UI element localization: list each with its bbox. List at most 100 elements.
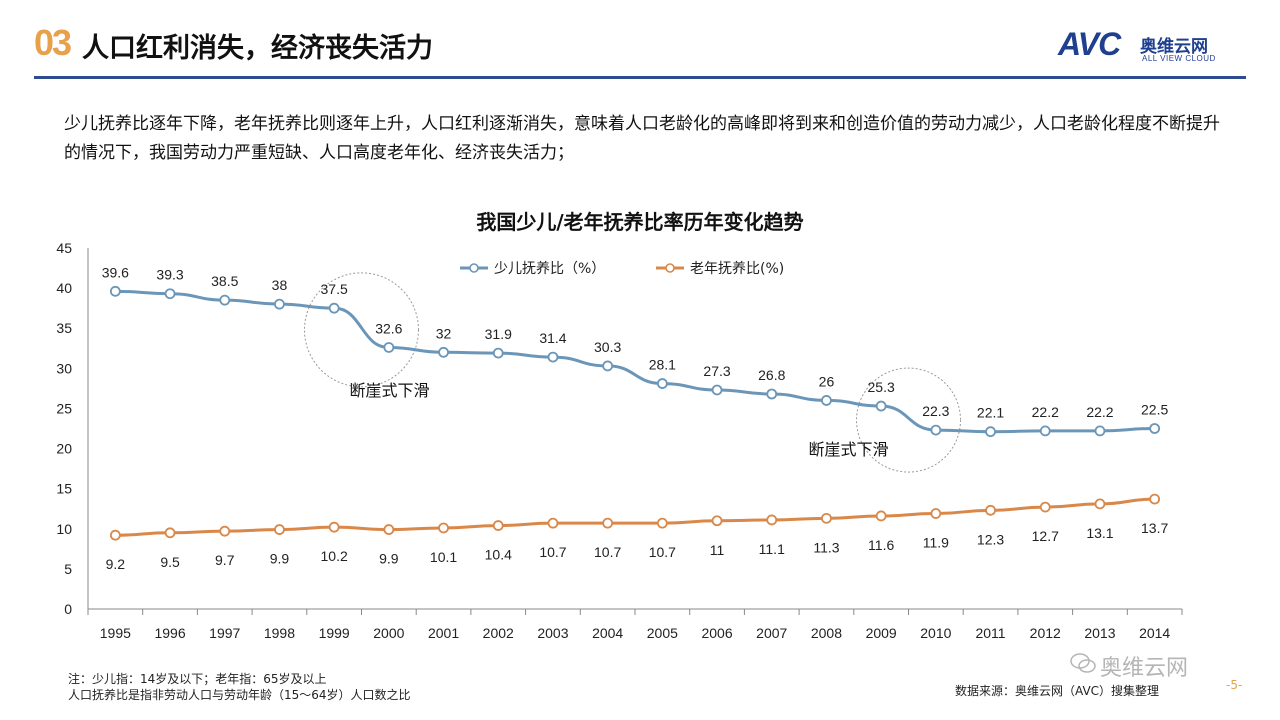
data-point-1 [930, 508, 942, 519]
chart-title: 我国少儿/老年抚养比率历年变化趋势 [476, 210, 804, 234]
x-tick-label: 2002 [483, 625, 514, 641]
y-tick-label: 40 [56, 280, 72, 296]
data-point-0 [875, 400, 887, 412]
footnote: 注：少儿指：14岁及以下；老年指：65岁及以上 人口抚养比是指非劳动人口与劳动年… [68, 671, 411, 703]
data-point-1 [711, 515, 723, 527]
x-tick-label: 2004 [592, 625, 623, 641]
data-point-1 [766, 514, 778, 526]
data-label-0: 30.3 [594, 339, 621, 355]
data-label-0: 22.2 [1086, 404, 1113, 420]
data-label-0: 22.3 [922, 403, 949, 419]
annotation-circle [856, 367, 961, 473]
series-line-1 [115, 497, 1155, 537]
x-tick-label: 2009 [866, 625, 897, 641]
data-label-1: 13.1 [1086, 525, 1113, 541]
wechat-icon [1070, 653, 1096, 673]
data-point-0 [328, 302, 340, 314]
data-label-0: 31.4 [539, 330, 566, 346]
data-label-1: 10.4 [485, 547, 512, 563]
x-tick-label: 2001 [428, 625, 459, 641]
data-label-1: 9.9 [270, 551, 290, 567]
data-point-1 [656, 517, 668, 529]
y-tick-label: 0 [64, 601, 72, 617]
data-point-1 [383, 524, 395, 535]
data-label-1: 9.2 [106, 556, 126, 572]
data-point-1 [164, 527, 176, 539]
y-tick-label: 5 [64, 561, 72, 577]
x-tick-label: 2000 [373, 625, 404, 641]
slide-header: 03 人口红利消失，经济丧失活力 AVC 奥维云网 ALL VIEW CLOUD [0, 0, 1280, 80]
data-label-1: 9.5 [160, 554, 180, 570]
x-tick-label: 2011 [975, 625, 1005, 641]
data-label-1: 11.3 [813, 539, 839, 555]
watermark-text: 奥维云网 [1100, 656, 1189, 681]
footnote-line-1: 注：少儿指：14岁及以下；老年指：65岁及以上 [68, 672, 327, 686]
data-point-0 [656, 378, 668, 389]
data-label-0: 28.1 [649, 357, 676, 373]
data-label-0: 22.5 [1141, 402, 1168, 418]
x-tick-label: 2005 [647, 625, 678, 641]
data-label-0: 32.6 [375, 320, 402, 336]
data-point-0 [438, 346, 449, 358]
data-point-0 [821, 395, 832, 406]
data-label-1: 11.1 [759, 541, 785, 557]
header-divider [34, 76, 1246, 79]
data-point-0 [711, 384, 723, 396]
y-tick-label: 10 [56, 521, 72, 537]
data-point-0 [219, 294, 231, 306]
data-point-1 [274, 524, 285, 535]
data-point-0 [274, 298, 285, 310]
data-label-0: 38.5 [211, 273, 238, 289]
data-point-0 [164, 288, 176, 300]
data-source: 数据来源：奥维云网（AVC）搜集整理 [955, 684, 1160, 698]
slide-title: 人口红利消失，经济丧失活力 [82, 33, 433, 64]
x-tick-label: 2008 [811, 625, 842, 641]
data-label-0: 27.3 [703, 363, 730, 379]
data-label-1: 13.7 [1141, 520, 1168, 536]
data-label-1: 10.7 [649, 544, 676, 560]
data-point-1 [602, 517, 614, 529]
data-point-0 [930, 424, 942, 436]
data-label-0: 38 [272, 277, 288, 293]
data-point-0 [985, 426, 996, 438]
x-tick-label: 2010 [920, 625, 951, 641]
data-point-0 [766, 388, 778, 400]
y-tick-label: 45 [56, 240, 72, 256]
data-label-0: 22.2 [1032, 404, 1059, 420]
data-point-0 [1149, 423, 1161, 434]
data-label-1: 11.9 [923, 535, 949, 551]
legend-swatch-marker [469, 263, 479, 273]
y-tick-label: 15 [56, 481, 72, 497]
data-label-1: 10.7 [594, 544, 621, 560]
x-tick-label: 1995 [100, 625, 131, 641]
data-label-1: 11.6 [868, 537, 894, 553]
legend-swatch-marker [665, 263, 675, 273]
legend-label: 老年抚养比(%) [690, 261, 784, 277]
x-tick-label: 2003 [537, 625, 568, 641]
data-point-1 [547, 517, 559, 529]
footnote-line-2: 人口抚养比是指非劳动人口与劳动年龄（15～64岁）人口数之比 [68, 688, 411, 702]
data-label-1: 9.7 [215, 552, 235, 568]
data-point-1 [875, 510, 887, 522]
data-point-0 [602, 360, 614, 372]
legend-label: 少儿抚养比（%） [494, 261, 605, 277]
section-number: 03 [34, 22, 72, 63]
y-tick-label: 20 [56, 441, 72, 457]
y-tick-label: 30 [56, 360, 72, 376]
x-tick-label: 1997 [209, 625, 240, 641]
data-point-0 [109, 285, 121, 297]
annotation-circle [304, 272, 419, 388]
data-label-1: 10.2 [321, 548, 348, 564]
description-paragraph: 少儿抚养比逐年下降，老年抚养比则逐年上升，人口红利逐渐消失，意味着人口老龄化的高… [64, 114, 1220, 163]
data-point-1 [438, 522, 449, 534]
data-label-1: 12.7 [1032, 528, 1059, 544]
data-label-1: 11 [710, 542, 725, 558]
data-point-0 [547, 351, 559, 363]
data-point-0 [383, 342, 395, 353]
data-label-0: 37.5 [321, 281, 348, 297]
data-label-0: 25.3 [868, 379, 895, 395]
data-point-1 [1094, 498, 1106, 510]
data-point-1 [109, 529, 121, 541]
data-point-1 [219, 525, 231, 537]
